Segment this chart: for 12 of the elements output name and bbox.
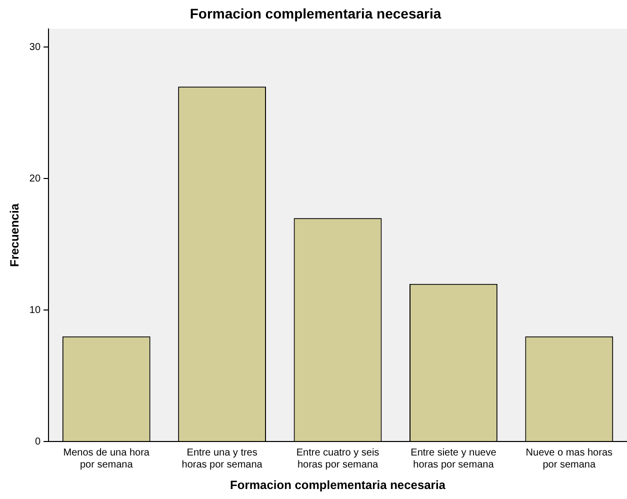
x-tick-label: Menos de una hora por semana — [63, 447, 150, 470]
chart-title: Formacion complementaria necesaria — [190, 5, 442, 22]
x-tick-label: Entre una y tres horas por semana — [182, 447, 263, 470]
y-tick-label: 10 — [29, 304, 41, 316]
y-tick-label: 0 — [34, 436, 41, 448]
x-tick-label: Entre cuatro y seis horas por semana — [296, 447, 380, 470]
y-tick-label: 20 — [29, 173, 41, 184]
y-tick-label: 30 — [29, 42, 41, 53]
y-axis-title: Frecuencia — [8, 203, 22, 267]
x-tick-label: Nueve o mas horas por semana — [526, 447, 613, 470]
x-tick-label: Entre siete y nueve horas por semana — [410, 447, 497, 470]
x-axis-title: Formacion complementaria necesaria — [230, 478, 446, 492]
